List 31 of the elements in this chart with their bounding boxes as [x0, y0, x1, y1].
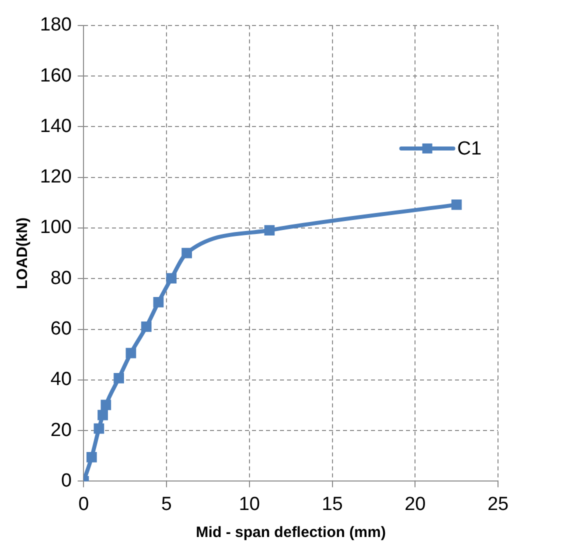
point — [264, 225, 275, 236]
y-tick-label: 60 — [50, 318, 72, 340]
y-axis-title: LOAD(kN) — [14, 217, 32, 290]
y-tick-label: 100 — [40, 217, 72, 238]
y-tick-label: 20 — [50, 420, 72, 441]
y-tick-label: 80 — [50, 268, 72, 289]
x-tick-label: 20 — [404, 494, 426, 515]
point — [141, 322, 152, 332]
x-tick-label: 10 — [238, 494, 260, 515]
x-tick-label: 15 — [322, 494, 343, 515]
point — [166, 273, 177, 284]
y-tick-label: 40 — [50, 369, 72, 390]
point — [98, 410, 108, 420]
point — [153, 296, 164, 308]
point — [86, 452, 97, 462]
y-tick-label: 180 — [40, 14, 72, 36]
point — [94, 423, 104, 434]
y-tick-label: 140 — [40, 116, 72, 137]
x-tick-label: 5 — [161, 494, 172, 515]
point — [451, 200, 462, 210]
point — [114, 372, 124, 384]
x-axis-title: Mid - span deflection (mm) — [196, 524, 386, 542]
legend-label: C1 — [457, 138, 482, 160]
x-tick-label: 25 — [487, 494, 509, 515]
y-tick-label: 160 — [40, 65, 72, 86]
point — [126, 348, 136, 358]
x-tick-label: 0 — [78, 494, 89, 515]
point — [182, 248, 192, 258]
y-tick-label: 120 — [40, 166, 72, 188]
point — [100, 400, 112, 410]
y-tick-label: 0 — [61, 470, 72, 492]
